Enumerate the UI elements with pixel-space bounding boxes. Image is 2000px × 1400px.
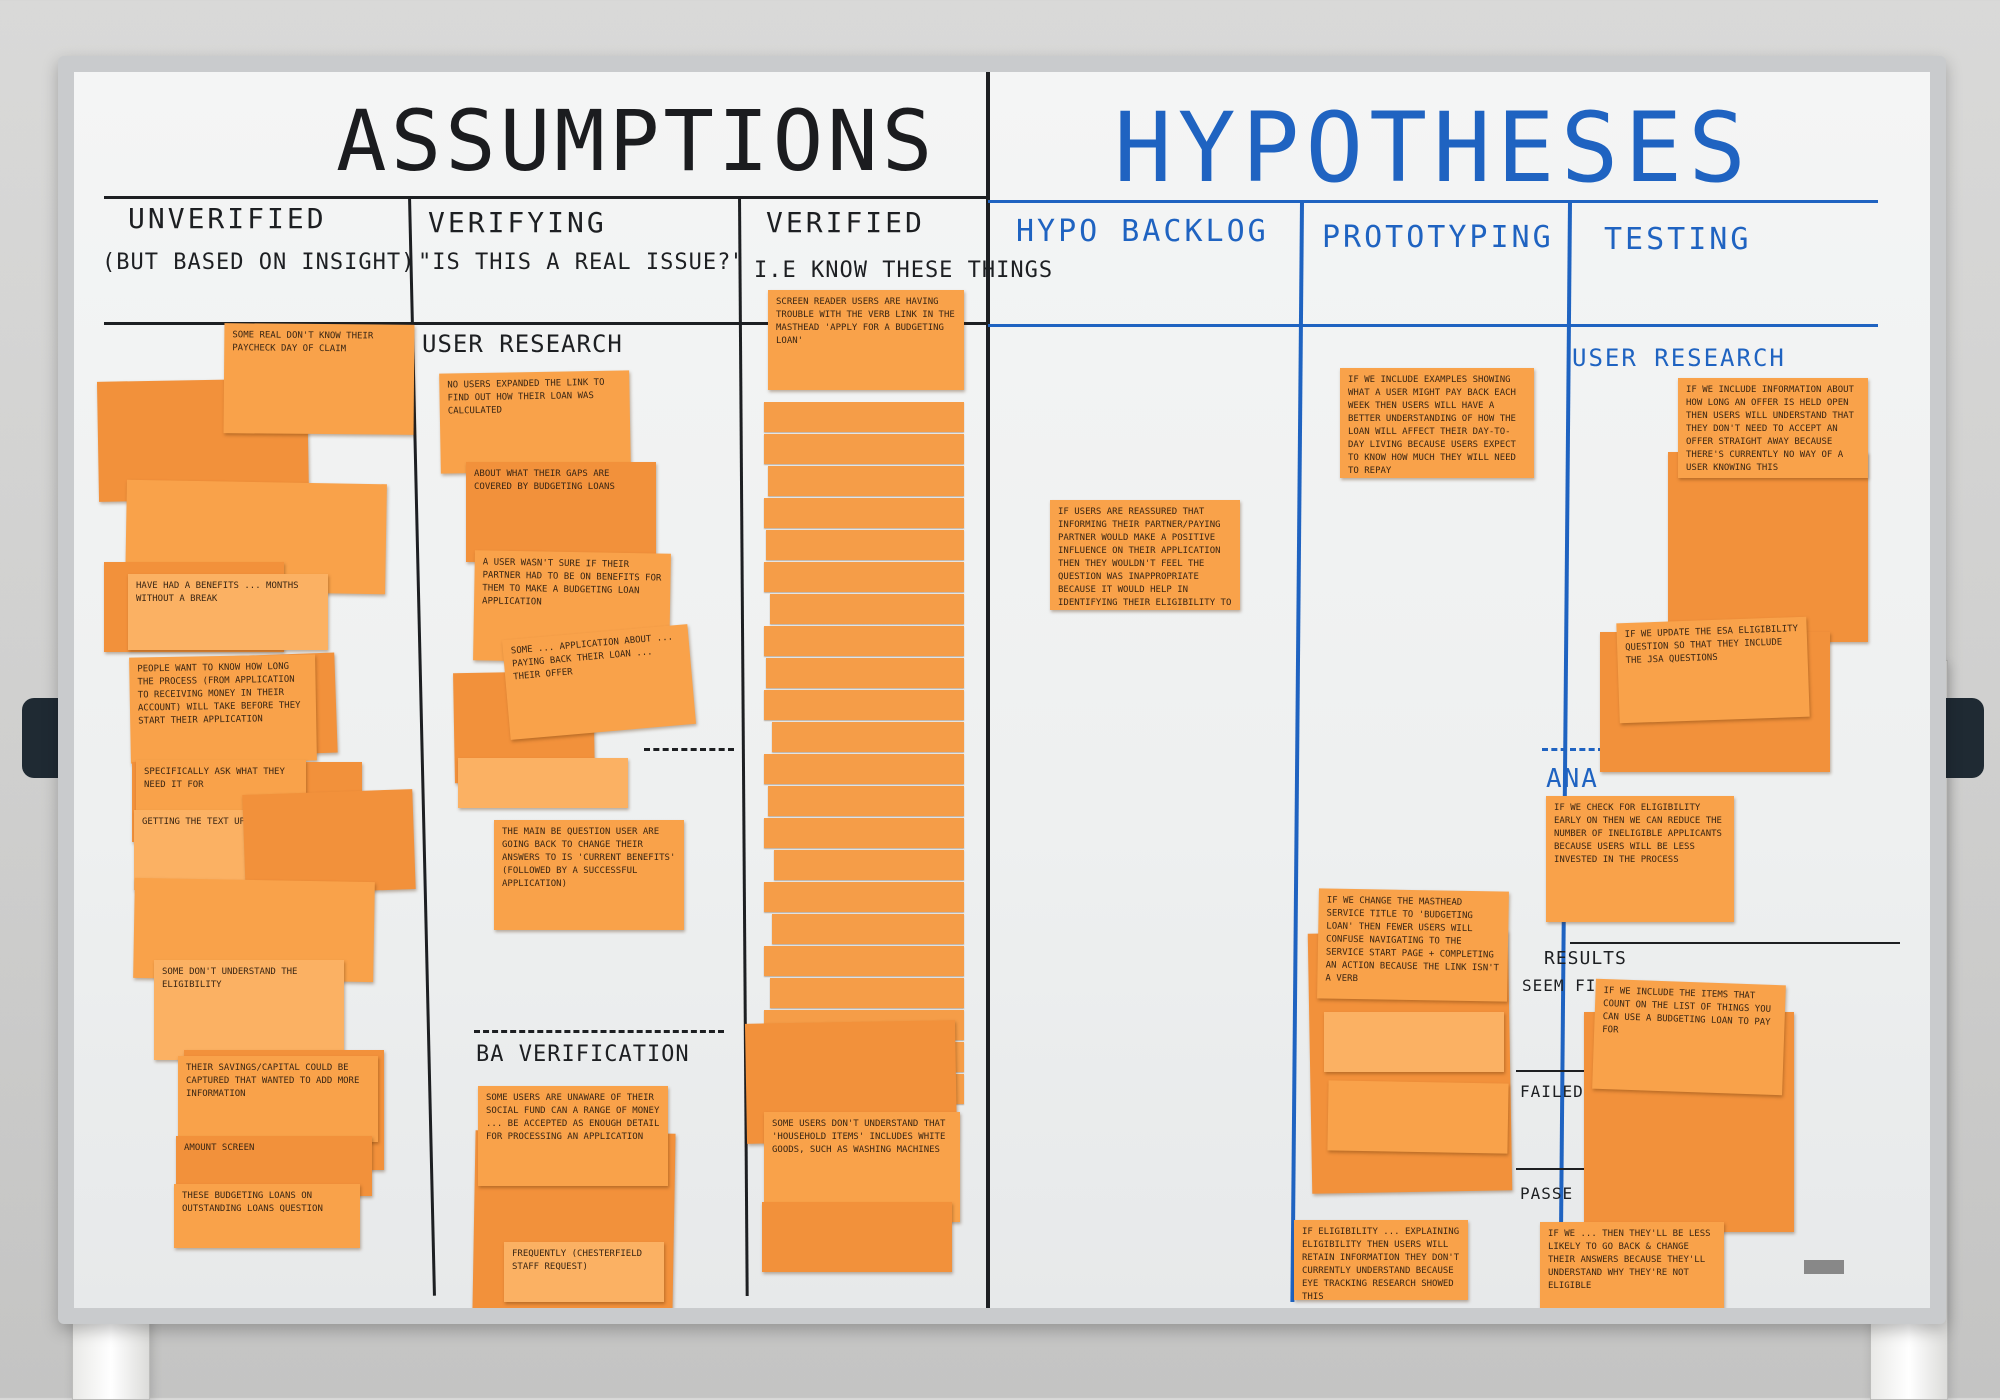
stack-layer bbox=[764, 690, 964, 720]
sticky-note-testing-3[interactable]: IF WE CHECK FOR ELIGIBILITY EARLY ON THE… bbox=[1546, 796, 1734, 922]
sticky-note-prototyping-2[interactable]: IF WE CHANGE THE MASTHEAD SERVICE TITLE … bbox=[1317, 888, 1509, 1002]
sticky-note-verifying-8[interactable]: FREQUENTLY (CHESTERFIELD STAFF REQUEST) bbox=[504, 1242, 664, 1302]
header-rule-right bbox=[988, 200, 1878, 203]
verifying-dotted-divider bbox=[644, 748, 734, 751]
sticky-note-prototyping-1[interactable]: IF WE INCLUDE EXAMPLES SHOWING WHAT A US… bbox=[1340, 368, 1534, 478]
sticky-note-unverified-2[interactable]: HAVE HAD A BENEFITS ... MONTHS WITHOUT A… bbox=[128, 574, 328, 650]
section-testing-user-research: USER RESEARCH bbox=[1572, 344, 1786, 372]
sticky-note-unverified-6[interactable]: SOME DON'T UNDERSTAND THE ELIGIBILITY bbox=[154, 960, 344, 1060]
assumptions-title: ASSUMPTIONS bbox=[336, 92, 937, 190]
column-header-testing: TESTING bbox=[1604, 222, 1752, 257]
section-verifying-user-research: USER RESEARCH bbox=[422, 330, 623, 358]
sticky-note-verified-1[interactable]: SCREEN READER USERS ARE HAVING TROUBLE W… bbox=[768, 290, 964, 390]
column-header-rule-left bbox=[104, 322, 988, 325]
sticky-note-hypo-backlog-1[interactable]: IF USERS ARE REASSURED THAT INFORMING TH… bbox=[1050, 500, 1240, 610]
stack-layer bbox=[770, 594, 964, 624]
stack-layer bbox=[766, 530, 964, 560]
stack-layer bbox=[774, 850, 964, 880]
sticky-note-unverified-stack-6[interactable] bbox=[242, 789, 416, 895]
column-header-verifying: VERIFYING bbox=[428, 206, 607, 239]
sticky-note-verifying-1[interactable]: NO USERS EXPANDED THE LINK TO FIND OUT H… bbox=[439, 370, 631, 474]
whiteboard: ASSUMPTIONS HYPOTHESES UNVERIFIED (BUT B… bbox=[74, 72, 1930, 1308]
stack-layer bbox=[764, 882, 964, 912]
seem-fine-rule bbox=[1516, 1070, 1596, 1072]
sticky-note-unverified-1[interactable]: SOME REAL DON'T KNOW THEIR PAYCHECK DAY … bbox=[223, 323, 415, 435]
sticky-note-testing-5[interactable]: IF WE ... THEN THEY'LL BE LESS LIKELY TO… bbox=[1540, 1222, 1724, 1308]
sticky-note-testing-2[interactable]: IF WE UPDATE THE ESA ELIGIBILITY QUESTIO… bbox=[1616, 616, 1810, 724]
column-subheader-verifying: "IS THIS A REAL ISSUE?" bbox=[418, 250, 746, 275]
results-rule bbox=[1570, 942, 1900, 944]
stack-layer bbox=[764, 402, 964, 432]
divider-prototyping-testing bbox=[1558, 201, 1572, 1302]
sticky-note-testing-4[interactable]: IF WE INCLUDE THE ITEMS THAT COUNT ON TH… bbox=[1592, 978, 1786, 1096]
ba-divider bbox=[474, 1030, 724, 1033]
sticky-note-prototyping-stack-3[interactable] bbox=[1327, 1080, 1509, 1154]
stack-layer bbox=[772, 722, 964, 752]
divider-backlog-prototyping bbox=[1290, 201, 1304, 1302]
analysis-divider bbox=[1542, 748, 1632, 751]
sticky-note-verified-stack-bottom[interactable] bbox=[762, 1202, 952, 1272]
main-divider bbox=[986, 72, 990, 1308]
column-header-verified: VERIFIED bbox=[766, 206, 925, 239]
sticky-note-prototyping-stack-2[interactable] bbox=[1324, 1012, 1504, 1072]
sticky-note-unverified-9[interactable]: THESE BUDGETING LOANS ON OUTSTANDING LOA… bbox=[174, 1184, 360, 1248]
column-header-hypo-backlog: HYPO BACKLOG bbox=[1016, 214, 1269, 249]
sticky-note-verifying-7[interactable]: SOME USERS ARE UNAWARE OF THEIR SOCIAL F… bbox=[478, 1086, 668, 1186]
stack-layer bbox=[772, 914, 964, 944]
section-testing-failed: FAILED bbox=[1520, 1082, 1584, 1101]
sticky-note-verifying-5[interactable] bbox=[458, 758, 628, 808]
stack-layer bbox=[768, 786, 964, 816]
stack-layer bbox=[768, 466, 964, 496]
column-header-rule-right bbox=[988, 324, 1878, 327]
sticky-note-verifying-2[interactable]: ABOUT WHAT THEIR GAPS ARE COVERED BY BUD… bbox=[466, 462, 656, 562]
section-testing-seem-fine: SEEM FINE bbox=[1522, 976, 1618, 995]
column-header-prototyping: PROTOTYPING bbox=[1322, 220, 1554, 255]
stack-layer bbox=[764, 626, 964, 656]
stack-layer bbox=[764, 434, 964, 464]
stack-layer bbox=[764, 818, 964, 848]
header-rule-left bbox=[104, 196, 988, 199]
column-subheader-unverified: (BUT BASED ON INSIGHT) bbox=[102, 250, 416, 275]
stack-layer bbox=[770, 978, 964, 1008]
sticky-note-verifying-6[interactable]: THE MAIN BE QUESTION USER ARE GOING BACK… bbox=[494, 820, 684, 930]
section-ba-verification: BA VERIFICATION bbox=[476, 1042, 690, 1067]
hypotheses-title: HYPOTHESES bbox=[1114, 92, 1752, 204]
sticky-note-prototyping-3[interactable]: IF ELIGIBILITY ... EXPLAINING ELIGIBILIT… bbox=[1294, 1220, 1468, 1300]
sticky-note-verifying-4[interactable]: SOME ... APPLICATION ABOUT ... PAYING BA… bbox=[501, 624, 697, 740]
stack-layer bbox=[764, 498, 964, 528]
section-testing-passed: PASSE bbox=[1520, 1184, 1574, 1203]
stack-layer bbox=[766, 658, 964, 688]
stack-layer bbox=[764, 562, 964, 592]
verified-sticky-stack[interactable] bbox=[764, 342, 964, 1122]
column-subheader-verified: I.E KNOW THESE THINGS bbox=[754, 258, 1054, 283]
sticky-note-testing-1[interactable]: IF WE INCLUDE INFORMATION ABOUT HOW LONG… bbox=[1678, 378, 1868, 478]
section-testing-analysis: ANA bbox=[1546, 764, 1599, 794]
section-testing-results: RESULTS bbox=[1544, 948, 1627, 969]
sticky-note-unverified-7[interactable]: THEIR SAVINGS/CAPITAL COULD BE CAPTURED … bbox=[178, 1056, 378, 1142]
failed-rule bbox=[1516, 1168, 1596, 1170]
stack-layer bbox=[764, 946, 964, 976]
stack-layer bbox=[764, 754, 964, 784]
sticky-note-testing-stack[interactable] bbox=[1668, 452, 1868, 642]
column-header-unverified: UNVERIFIED bbox=[128, 202, 327, 235]
sticky-note-unverified-3[interactable]: PEOPLE WANT TO KNOW HOW LONG THE PROCESS… bbox=[129, 654, 317, 764]
board-brand-label bbox=[1804, 1260, 1844, 1274]
